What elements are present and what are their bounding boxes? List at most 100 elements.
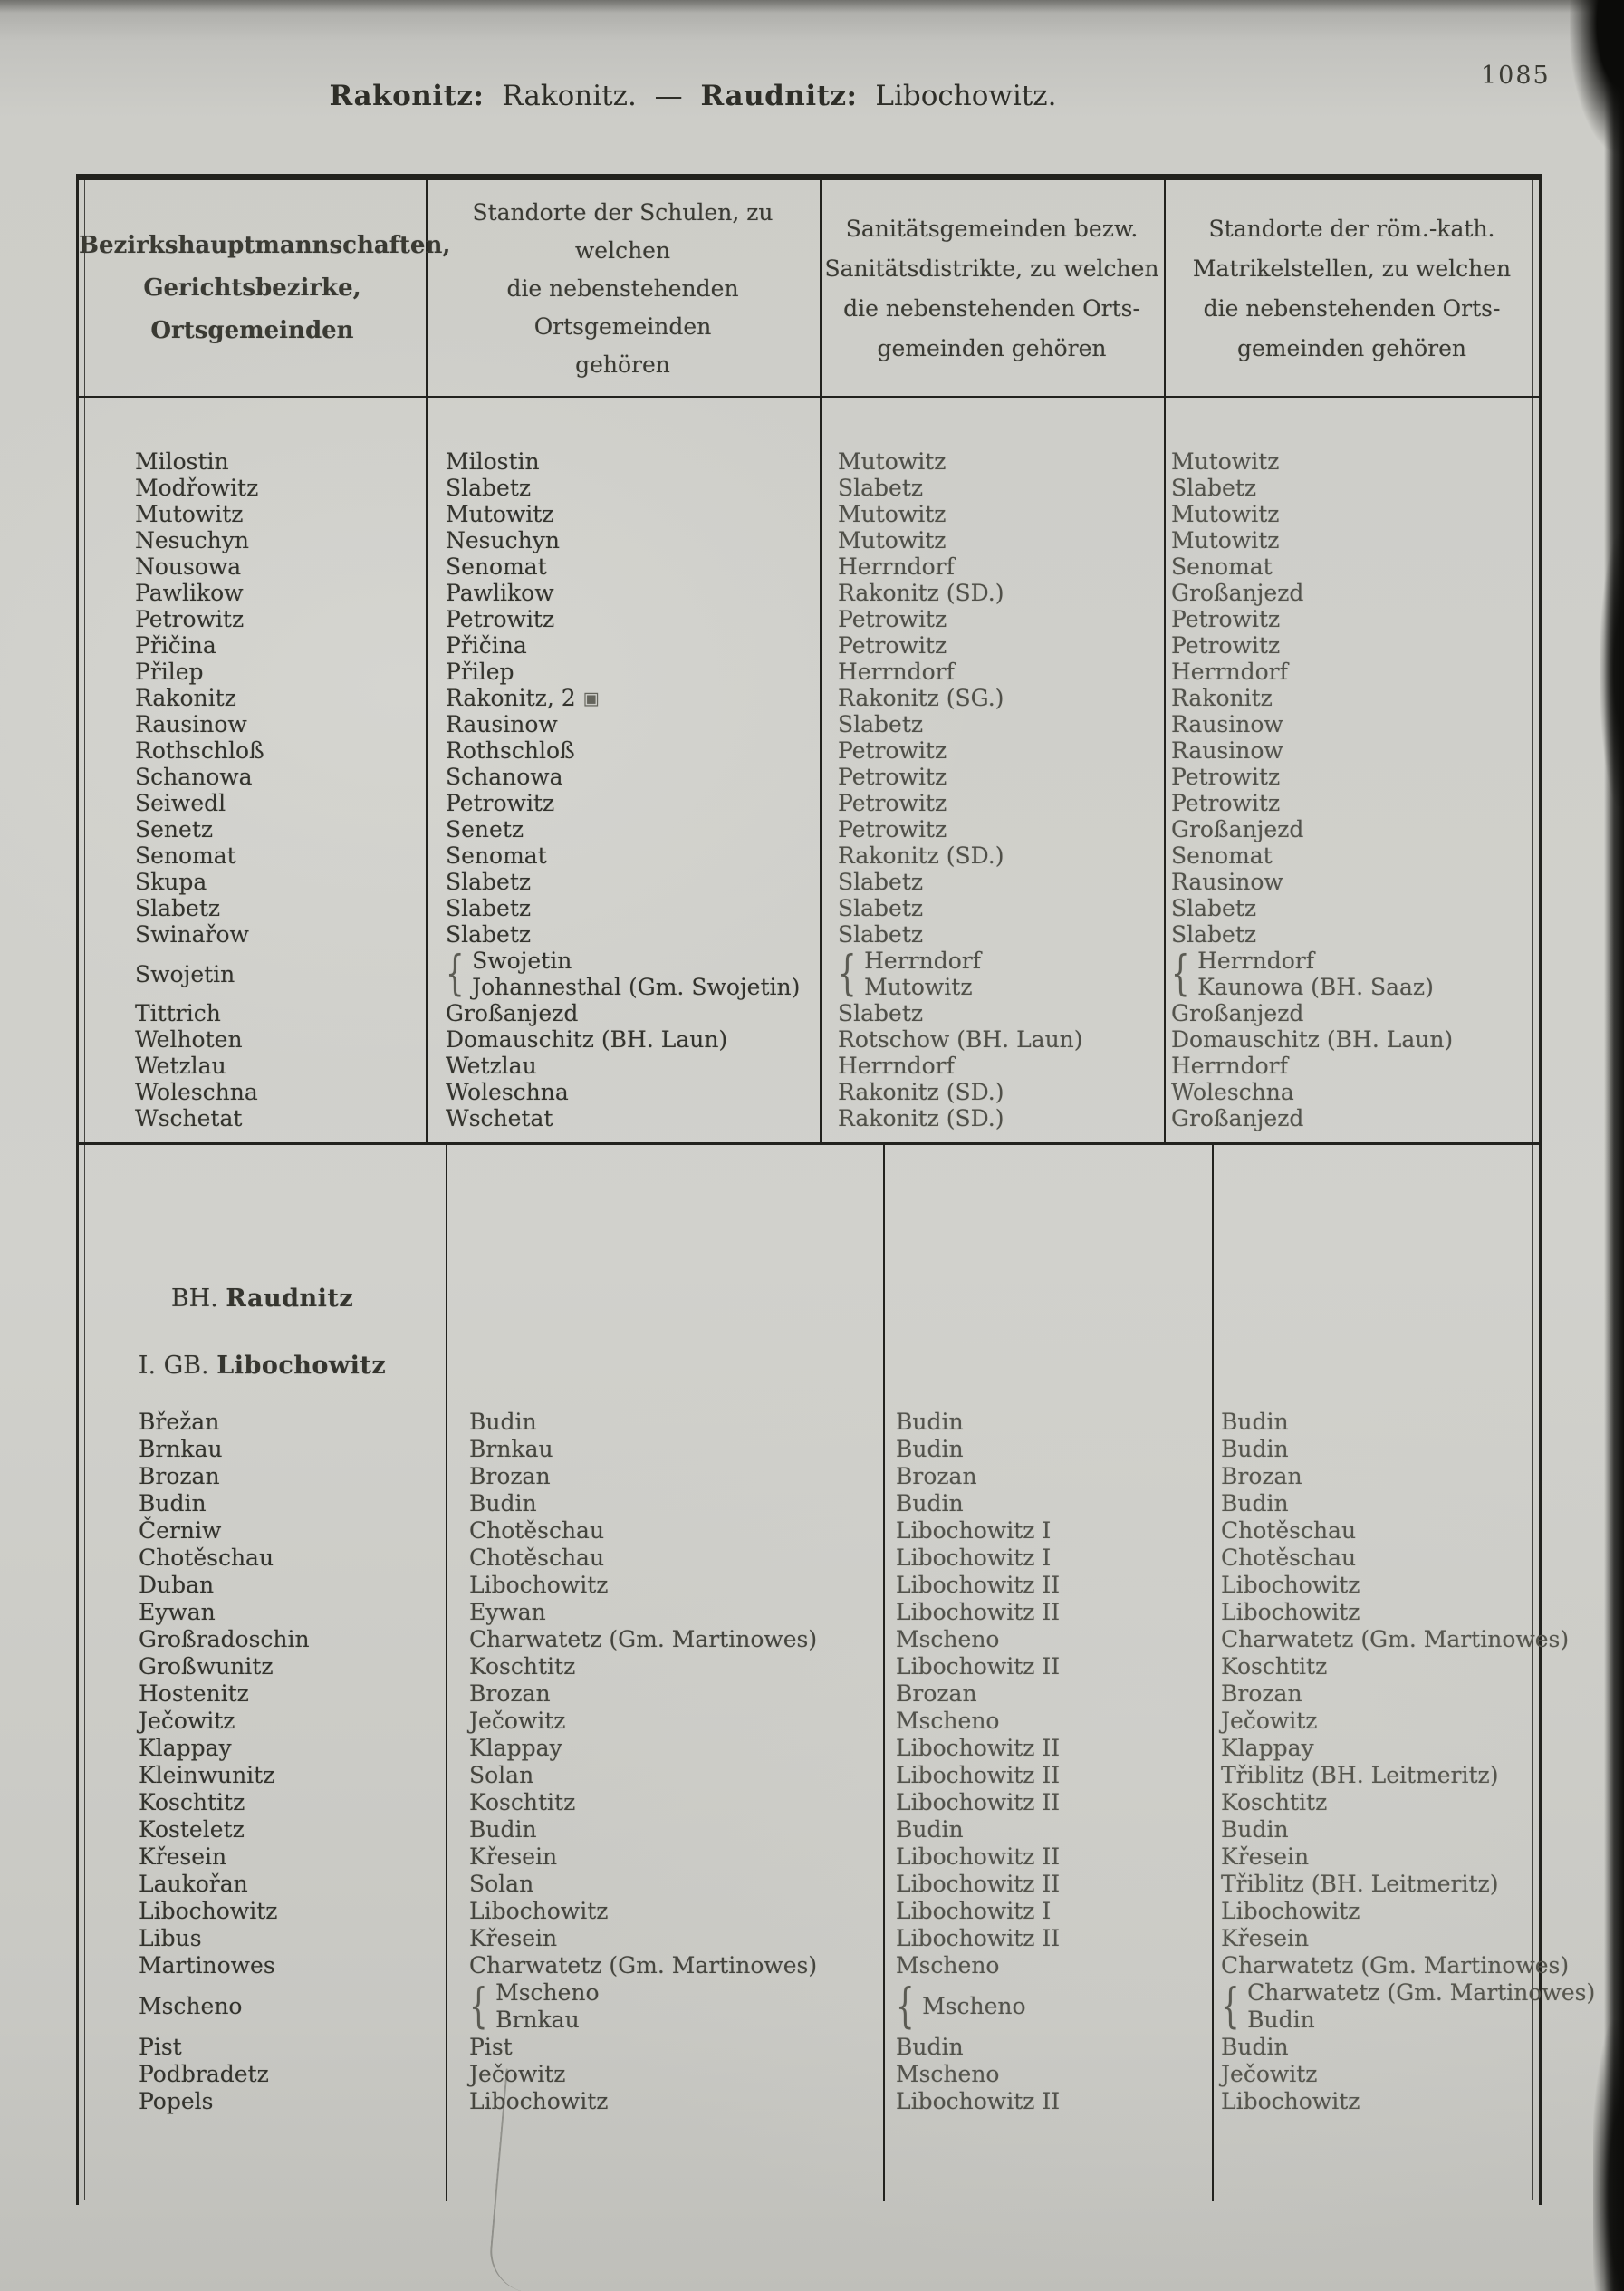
- table-cell: Großanjezd: [446, 1000, 579, 1026]
- table-cell: Herrndorf: [838, 553, 955, 580]
- table-cell: Senomat: [135, 842, 236, 869]
- table-cell: Brozan: [896, 1680, 977, 1707]
- table-row: Břežan Budin Budin Budin: [79, 1409, 1540, 1436]
- table-cell: Koschtitz: [139, 1789, 245, 1815]
- table-cell: Brozan: [1221, 1680, 1302, 1707]
- table-cell: Libochowitz II: [896, 1871, 1061, 1897]
- table-cell: Laukořan: [139, 1871, 248, 1897]
- page-number: 1085: [1481, 62, 1551, 90]
- table-cell: Koschtitz: [469, 1653, 576, 1680]
- braced-line: Charwatetz (Gm. Martinowes): [1247, 1979, 1596, 2006]
- table-cell: Senomat: [1171, 553, 1273, 580]
- table-cell: Wetzlau: [135, 1053, 226, 1079]
- table-row: Großwunitz Koschtitz Libochowitz II Koschti…: [79, 1653, 1540, 1680]
- table-row: Nesuchyn Nesuchyn Mutowitz Mutowitz: [79, 527, 1540, 553]
- table-cell: Rotschow (BH. Laun): [838, 1026, 1083, 1053]
- title-bold-raudnitz: Raudnitz:: [700, 80, 858, 112]
- table-row: Schanowa Schanowa Petrowitz Petrowitz: [79, 764, 1540, 790]
- table-cell: Senomat: [1171, 842, 1273, 869]
- table-cell: Mutowitz: [1171, 501, 1280, 527]
- scan-binding-shadow: [1604, 0, 1624, 2291]
- table-cell: Libus: [139, 1925, 202, 1951]
- table-cell: Petrowitz: [1171, 790, 1281, 816]
- page-title: Rakonitz: Rakonitz. — Raudnitz: Libochow…: [77, 80, 1309, 112]
- braced-line: Herrndorf: [864, 948, 981, 974]
- table-cell: Schanowa: [446, 764, 563, 790]
- table-cell: Martinowes: [139, 1952, 275, 1978]
- table-cell: Pist: [469, 2034, 513, 2060]
- header-line: die nebenstehenden Orts-: [843, 294, 1140, 322]
- table-cell: Křesein: [139, 1843, 227, 1870]
- table-cell: Welhoten: [135, 1026, 243, 1053]
- table-cell: Libochowitz: [1221, 1599, 1360, 1625]
- table-cell: Rakonitz (SG.): [838, 685, 1004, 711]
- table-row: Podbradetz Ječowitz Mscheno Ječowitz: [79, 2061, 1540, 2088]
- table-cell: Černiw: [139, 1517, 222, 1544]
- table-row: Nousowa Senomat Herrndorf Senomat: [79, 553, 1540, 580]
- section-header-bh-raudnitz: BH. Raudnitz: [79, 1285, 446, 1313]
- table-cell: Slabetz: [446, 921, 532, 948]
- braced-pair: Swojetin Johannesthal (Gm. Swojetin): [472, 948, 800, 1000]
- table-cell: Slabetz: [838, 711, 924, 737]
- brace-mark: {: [469, 1979, 488, 2034]
- header-line: Gerichtsbezirke,: [143, 274, 361, 302]
- table-cell: Eywan: [469, 1599, 546, 1625]
- header-line: die nebenstehenden Ortsgemeinden: [506, 274, 739, 340]
- table-row: Petrowitz Petrowitz Petrowitz Petrowitz: [79, 606, 1540, 632]
- table-cell: Budin: [896, 1490, 964, 1516]
- table-cell: Slabetz: [1171, 921, 1257, 948]
- title-libochowitz: Libochowitz.: [875, 80, 1057, 112]
- table-cell: Libochowitz II: [896, 1599, 1061, 1625]
- table-row: Großradoschin Charwatetz (Gm. Martinowes)…: [79, 1626, 1569, 1653]
- table-row: Ječowitz Ječowitz Mscheno Ječowitz: [79, 1708, 1540, 1735]
- table-cell: Slabetz: [1171, 895, 1257, 921]
- table-cell: Klappay: [469, 1735, 562, 1761]
- table-cell: Budin: [896, 1409, 964, 1435]
- braced-line: Herrndorf: [1197, 948, 1314, 974]
- table-row: Koschtitz Koschtitz Libochowitz II Koschtit…: [79, 1789, 1540, 1816]
- table-cell: Libochowitz II: [896, 1925, 1061, 1951]
- header-col-ortsgemeinden: Bezirkshauptmannschaften, Gerichtsbezirke…: [79, 181, 450, 396]
- section-bh-prefix: BH.: [170, 1285, 218, 1313]
- table-cell: Libochowitz II: [896, 1572, 1061, 1598]
- table-cell: Budin: [469, 1490, 537, 1516]
- table-row: Rakonitz Rakonitz, 2 ▣ Rakonitz (SG.) Rakoni…: [79, 685, 1540, 711]
- table-row: Pist Pist Budin Budin: [79, 2034, 1540, 2061]
- brace-mark: {: [1221, 1979, 1240, 2034]
- table-cell: Skupa: [135, 869, 207, 895]
- column-divider: [1164, 180, 1166, 1143]
- table-row: Eywan Eywan Libochowitz II Libochowitz: [79, 1599, 1540, 1626]
- column-divider: [426, 180, 428, 1143]
- table-cell: Ječowitz: [469, 2061, 566, 2087]
- table-cell: Mutowitz: [838, 527, 947, 553]
- table-cell: Ječowitz: [1221, 1708, 1318, 1734]
- table-cell: Pawlikow: [446, 580, 554, 606]
- table-block-libochowitz: Břežan Budin Budin Budin Brnkau Brnkau Budin Bu…: [79, 1409, 1595, 2115]
- table-cell: Hostenitz: [139, 1680, 249, 1707]
- column-divider: [883, 1145, 885, 2201]
- table-cell: Petrowitz: [838, 737, 947, 764]
- table-cell: Nousowa: [135, 553, 242, 580]
- table-row: Swojetin { Swojetin Johannesthal (Gm. Swoje…: [79, 948, 1540, 1000]
- braced-line: Swojetin: [472, 948, 572, 974]
- table-cell: Slabetz: [1171, 475, 1257, 501]
- table-cell: Solan: [469, 1871, 534, 1897]
- table-cell: Libochowitz: [1221, 2088, 1360, 2114]
- table-row: Černiw Chotěschau Libochowitz I Chotěschau: [79, 1517, 1540, 1545]
- table-row: Popels Libochowitz Libochowitz II Libochowi…: [79, 2088, 1540, 2115]
- braced-pair: Herrndorf Mutowitz: [864, 948, 981, 1000]
- table-row: Swinařow Slabetz Slabetz Slabetz: [79, 921, 1540, 948]
- table-cell: Slabetz: [446, 895, 532, 921]
- table-cell: Großwunitz: [139, 1653, 274, 1680]
- block-separator-rule: [76, 1142, 1542, 1145]
- table-row: Brozan Brozan Brozan Brozan: [79, 1463, 1540, 1490]
- table-cell: Mutowitz: [135, 501, 244, 527]
- table-cell: Libochowitz: [469, 1572, 609, 1598]
- table-cell: Rakonitz, 2 ▣: [446, 685, 600, 711]
- table-cell: Přičina: [135, 632, 216, 659]
- table-cell: Kosteletz: [139, 1816, 245, 1843]
- table-cell: Großanjezd: [1171, 580, 1304, 606]
- table-cell: Charwatetz (Gm. Martinowes): [469, 1952, 818, 1978]
- brace-mark: {: [838, 947, 857, 1001]
